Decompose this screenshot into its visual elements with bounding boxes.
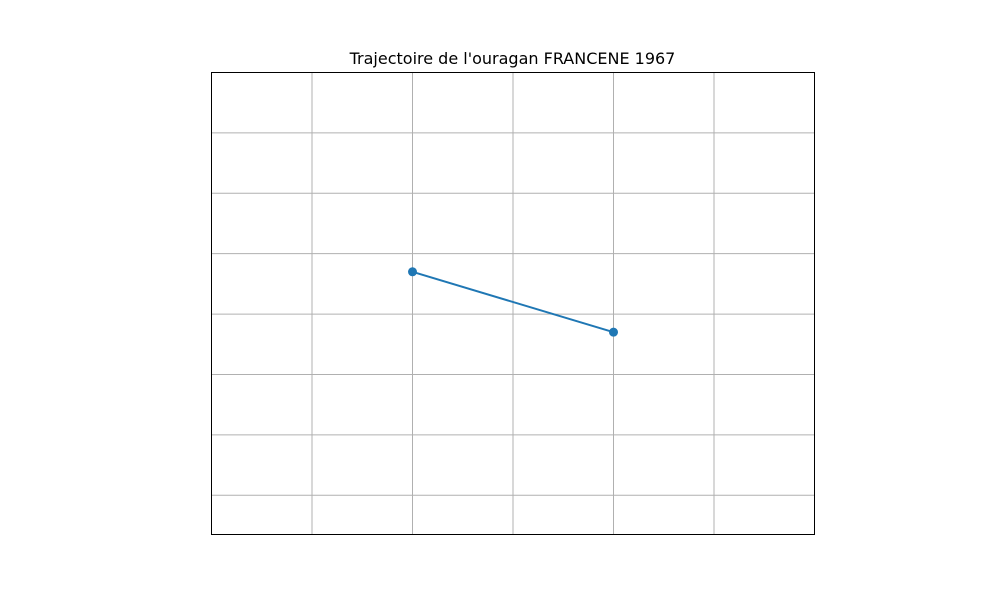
trajectory-point bbox=[609, 327, 618, 337]
plot-series bbox=[408, 267, 618, 337]
trajectory-line bbox=[412, 270, 614, 334]
plot-area-frame bbox=[211, 72, 815, 535]
grid-lines bbox=[211, 72, 815, 535]
chart-title: Trajectoire de l'ouragan FRANCENE 1967 bbox=[349, 49, 676, 68]
trajectory-point bbox=[408, 267, 417, 277]
